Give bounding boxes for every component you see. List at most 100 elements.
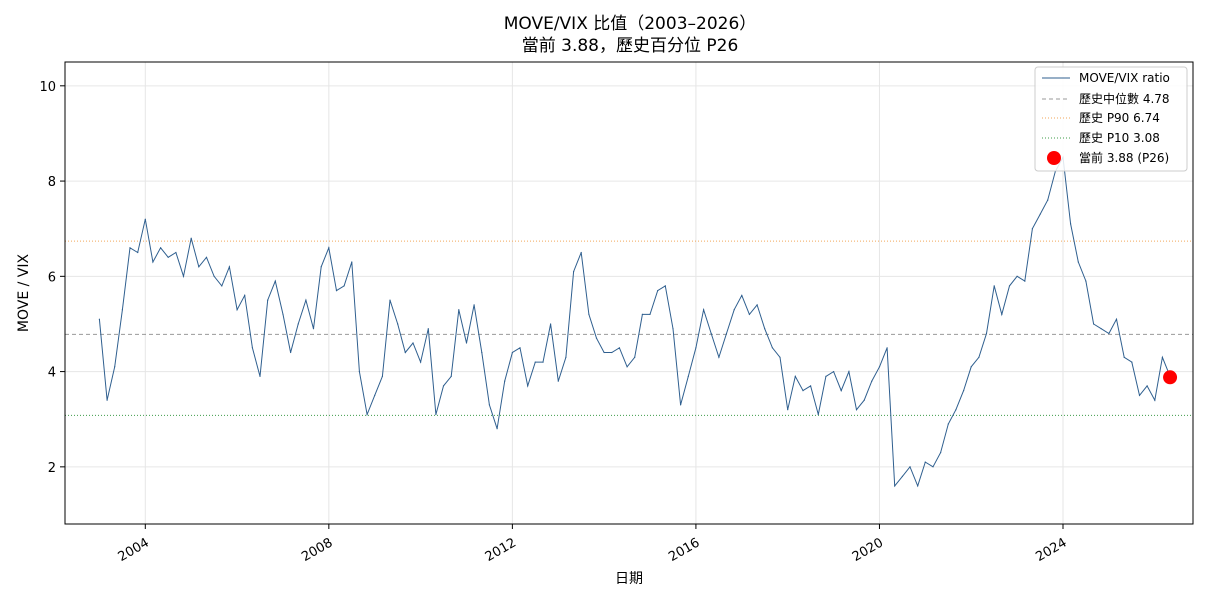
data-point — [290, 351, 292, 354]
data-point — [167, 256, 169, 258]
data-point — [634, 356, 636, 358]
data-point — [488, 404, 490, 406]
legend-label-ratio: MOVE/VIX ratio — [1079, 71, 1170, 85]
data-point — [465, 342, 468, 344]
data-point — [389, 299, 391, 301]
data-point — [657, 290, 659, 292]
data-point — [412, 342, 414, 344]
data-point — [404, 351, 406, 354]
x-axis-ticks: 2004 2008 2012 2016 2020 2024 — [116, 524, 1070, 565]
legend-label-p90: 歷史 P90 6.74 — [1079, 111, 1160, 125]
data-point — [190, 237, 192, 239]
data-point — [733, 309, 735, 311]
data-point — [840, 390, 842, 392]
data-point — [1047, 199, 1049, 201]
data-point — [741, 294, 743, 296]
data-point — [1077, 261, 1079, 263]
data-point — [98, 318, 100, 320]
data-point — [450, 375, 452, 377]
data-point — [1154, 399, 1156, 401]
data-point — [397, 323, 399, 325]
data-point — [970, 366, 972, 368]
data-point — [940, 452, 942, 454]
y-tick-label: 6 — [48, 270, 56, 285]
data-point — [427, 328, 429, 330]
data-point — [144, 218, 146, 220]
data-point — [442, 385, 445, 387]
data-point — [1161, 356, 1163, 358]
reference-lines — [65, 240, 1193, 416]
data-point — [725, 332, 728, 335]
data-point — [1039, 213, 1041, 215]
data-point — [358, 371, 360, 373]
data-point — [878, 366, 881, 368]
y-tick-label: 8 — [48, 175, 56, 190]
x-tick-label: 2024 — [1033, 535, 1069, 565]
chart-title-line2: 當前 3.88，歷史百分位 P26 — [522, 36, 739, 56]
data-point — [603, 351, 605, 354]
data-point — [129, 247, 131, 249]
data-point — [175, 251, 177, 254]
data-point — [748, 313, 751, 315]
data-point — [855, 409, 858, 411]
data-point — [1131, 361, 1133, 363]
data-point — [618, 347, 621, 349]
data-point — [534, 361, 536, 363]
data-point — [756, 304, 758, 306]
data-point — [848, 371, 850, 373]
y-axis-label: MOVE / VIX — [16, 254, 32, 333]
legend-label-p10: 歷史 P10 3.08 — [1079, 131, 1160, 145]
data-point — [794, 375, 796, 377]
data-point — [259, 375, 261, 377]
data-point — [978, 356, 980, 358]
data-point — [932, 466, 934, 468]
data-point — [328, 247, 330, 249]
plot-frame — [64, 61, 1194, 525]
data-point — [1024, 280, 1026, 282]
data-point — [496, 428, 498, 430]
x-tick-label: 2008 — [299, 535, 335, 565]
data-point — [1115, 318, 1118, 320]
data-point — [152, 261, 154, 263]
data-point — [764, 328, 766, 330]
legend-box — [1034, 66, 1188, 172]
data-point — [435, 413, 437, 416]
data-point — [947, 423, 949, 425]
data-point — [580, 251, 582, 254]
data-point — [267, 299, 269, 301]
data-point — [221, 285, 223, 287]
data-point — [351, 261, 353, 263]
data-point — [901, 475, 904, 477]
data-point — [1001, 313, 1003, 315]
data-point — [863, 399, 865, 401]
data-point — [481, 351, 483, 354]
x-tick-label: 2012 — [483, 535, 519, 565]
data-point — [894, 485, 896, 487]
data-point — [1070, 223, 1072, 225]
data-point — [565, 356, 567, 358]
legend-swatch-current — [1047, 151, 1061, 165]
data-point — [381, 375, 383, 377]
data-point — [611, 351, 613, 354]
current-point-marker — [1163, 370, 1178, 385]
data-point — [458, 309, 460, 311]
data-point — [871, 380, 873, 382]
data-point — [251, 347, 253, 349]
data-point — [335, 290, 338, 292]
data-point — [1146, 385, 1148, 387]
data-point — [236, 309, 238, 311]
data-point — [664, 285, 666, 287]
data-point — [305, 299, 307, 301]
data-point — [1085, 280, 1087, 282]
chart-title-line1: MOVE/VIX 比值（2003–2026） — [504, 14, 757, 34]
data-point — [641, 313, 644, 315]
data-point — [374, 394, 376, 396]
y-tick-label: 2 — [48, 461, 56, 476]
x-tick-label: 2020 — [850, 535, 886, 565]
y-tick-label: 10 — [39, 80, 56, 95]
data-point — [473, 304, 475, 306]
data-point — [114, 366, 116, 368]
data-point — [963, 390, 965, 392]
